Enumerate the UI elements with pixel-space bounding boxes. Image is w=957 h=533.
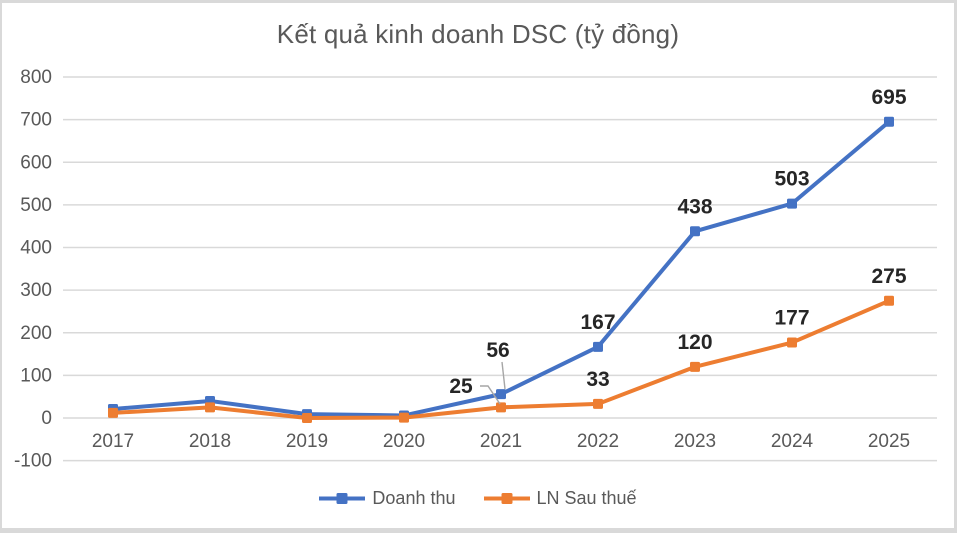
- svg-text:600: 600: [20, 152, 52, 173]
- chart-legend: Doanh thu LN Sau thuế: [2, 488, 954, 509]
- legend-item-doanh-thu: Doanh thu: [319, 488, 456, 509]
- legend-label: Doanh thu: [372, 488, 456, 508]
- svg-text:2017: 2017: [92, 431, 134, 452]
- svg-text:2024: 2024: [771, 431, 814, 452]
- svg-text:300: 300: [20, 280, 52, 301]
- svg-text:2019: 2019: [286, 431, 328, 452]
- svg-text:275: 275: [871, 265, 906, 288]
- svg-text:400: 400: [20, 238, 52, 259]
- line-square-marker-icon: [319, 493, 366, 504]
- svg-text:2018: 2018: [189, 431, 231, 452]
- svg-text:2025: 2025: [868, 431, 910, 452]
- svg-text:2023: 2023: [674, 431, 716, 452]
- svg-text:695: 695: [871, 86, 906, 109]
- svg-text:2022: 2022: [577, 431, 619, 452]
- svg-text:100: 100: [20, 365, 52, 386]
- svg-text:167: 167: [580, 311, 615, 334]
- svg-text:-100: -100: [14, 451, 52, 472]
- svg-text:56: 56: [486, 339, 509, 362]
- chart-plot-area: 800 700 600 500 400 300 200 100 0 -100 2017 2018 201…: [14, 67, 937, 472]
- svg-text:2020: 2020: [383, 431, 425, 452]
- svg-text:800: 800: [20, 67, 52, 88]
- legend-label: LN Sau thuế: [536, 488, 637, 508]
- svg-text:120: 120: [677, 331, 712, 354]
- svg-text:33: 33: [586, 368, 609, 391]
- svg-text:177: 177: [774, 307, 809, 330]
- svg-text:700: 700: [20, 110, 52, 131]
- svg-text:500: 500: [20, 195, 52, 216]
- line-square-marker-icon: [483, 493, 530, 504]
- legend-item-ln-sau-thue: LN Sau thuế: [483, 488, 637, 509]
- svg-text:438: 438: [677, 195, 712, 218]
- svg-text:200: 200: [20, 323, 52, 344]
- svg-text:0: 0: [41, 408, 52, 429]
- svg-text:2021: 2021: [480, 431, 522, 452]
- svg-text:25: 25: [449, 375, 473, 398]
- svg-text:503: 503: [774, 168, 809, 191]
- chart-title: Kết quả kinh doanh DSC (tỷ đồng): [276, 19, 680, 49]
